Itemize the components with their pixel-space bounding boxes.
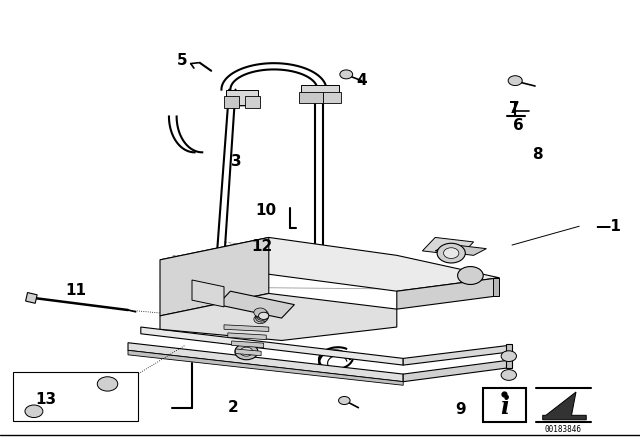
Text: 2: 2 <box>228 400 239 415</box>
Polygon shape <box>224 96 239 108</box>
Text: 6: 6 <box>513 118 524 133</box>
Polygon shape <box>232 341 264 348</box>
Text: 12: 12 <box>252 239 273 254</box>
Polygon shape <box>236 349 261 356</box>
Polygon shape <box>397 278 499 309</box>
Circle shape <box>508 76 522 86</box>
Polygon shape <box>403 345 512 365</box>
Text: i: i <box>500 395 509 419</box>
Text: 13: 13 <box>35 392 57 407</box>
Circle shape <box>256 311 269 320</box>
Bar <box>483 388 526 422</box>
Polygon shape <box>323 92 341 103</box>
Circle shape <box>437 243 465 263</box>
Bar <box>13 372 138 421</box>
Polygon shape <box>160 293 397 340</box>
Polygon shape <box>301 85 339 101</box>
Text: 8: 8 <box>532 147 543 162</box>
Circle shape <box>259 312 269 319</box>
Circle shape <box>501 370 516 380</box>
Text: 9: 9 <box>456 402 466 418</box>
Polygon shape <box>228 333 266 340</box>
Polygon shape <box>493 278 499 296</box>
Circle shape <box>254 308 267 317</box>
Text: 3: 3 <box>232 154 242 169</box>
Polygon shape <box>160 237 499 291</box>
Circle shape <box>25 405 43 418</box>
Text: —1: —1 <box>595 219 621 234</box>
Polygon shape <box>422 237 474 255</box>
Polygon shape <box>506 344 512 368</box>
Circle shape <box>444 248 459 258</box>
Circle shape <box>240 347 253 356</box>
Polygon shape <box>224 325 269 332</box>
Text: 4: 4 <box>356 73 367 88</box>
Polygon shape <box>192 280 224 307</box>
Text: 11: 11 <box>65 283 86 298</box>
Circle shape <box>255 313 268 322</box>
Polygon shape <box>543 392 586 420</box>
Polygon shape <box>299 92 323 103</box>
Polygon shape <box>245 96 260 108</box>
Text: 5: 5 <box>177 53 188 68</box>
Circle shape <box>458 267 483 284</box>
Text: 7: 7 <box>509 101 519 116</box>
Circle shape <box>340 70 353 79</box>
Polygon shape <box>26 293 37 303</box>
Polygon shape <box>141 327 403 365</box>
Polygon shape <box>226 90 258 105</box>
Circle shape <box>235 344 258 360</box>
Polygon shape <box>403 360 512 382</box>
Circle shape <box>254 315 267 324</box>
Polygon shape <box>218 291 294 318</box>
Circle shape <box>255 310 268 319</box>
Circle shape <box>339 396 350 405</box>
Circle shape <box>97 377 118 391</box>
Polygon shape <box>160 237 269 316</box>
Polygon shape <box>435 244 486 255</box>
Text: 00183846: 00183846 <box>545 425 582 434</box>
Text: 10: 10 <box>255 203 276 218</box>
Circle shape <box>501 351 516 362</box>
Polygon shape <box>128 343 403 382</box>
Polygon shape <box>128 350 403 385</box>
